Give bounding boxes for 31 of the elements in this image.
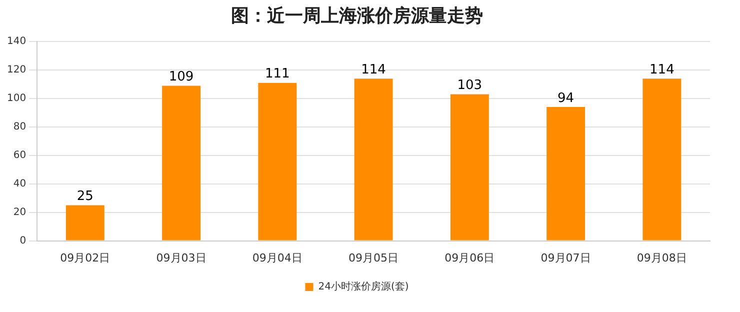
data-label: 25	[76, 189, 94, 204]
x-tick-label: 09月07日	[540, 251, 591, 264]
y-tick-label: 20	[13, 206, 26, 218]
y-tick-label: 40	[13, 178, 26, 190]
x-tick-label: 09月04日	[252, 251, 302, 264]
chart-title: 图：近一周上海涨价房源量走势	[231, 5, 483, 26]
y-tick-label: 120	[6, 64, 26, 76]
bar	[642, 78, 682, 240]
bar	[546, 107, 586, 240]
data-label: 114	[650, 62, 674, 78]
data-label: 111	[265, 66, 290, 82]
x-tick-label: 09月02日	[60, 251, 110, 264]
data-label: 109	[168, 70, 194, 85]
data-label: 114	[361, 62, 386, 78]
data-label: 94	[558, 90, 574, 106]
y-tick-label: 0	[20, 235, 26, 246]
y-tick-label: 100	[6, 93, 26, 104]
bar	[450, 94, 489, 240]
y-tick-label: 140	[6, 36, 26, 48]
y-tick-label: 60	[13, 150, 26, 162]
y-tick-label: 80	[13, 122, 26, 133]
x-tick-label: 09月06日	[444, 251, 495, 264]
bar	[354, 78, 393, 240]
legend-label: 24小时涨价房源(套)	[318, 280, 409, 293]
data-label: 103	[457, 78, 482, 94]
bar	[66, 205, 104, 240]
x-tick-label: 09月03日	[156, 251, 206, 264]
bar	[162, 86, 201, 240]
bar	[258, 82, 297, 240]
x-tick-label: 09月05日	[348, 251, 399, 264]
x-tick-label: 09月08日	[636, 251, 687, 264]
